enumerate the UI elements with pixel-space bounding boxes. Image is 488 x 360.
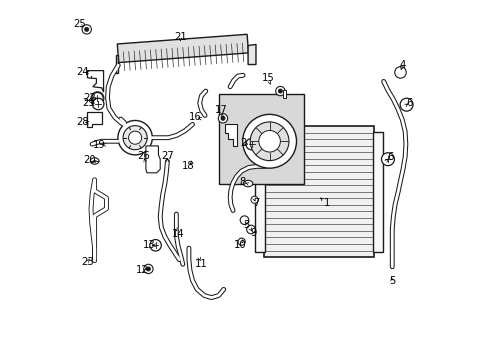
- Circle shape: [82, 25, 91, 34]
- Ellipse shape: [90, 158, 99, 164]
- Text: 17: 17: [215, 105, 227, 115]
- Bar: [219, 94, 303, 184]
- Circle shape: [92, 98, 104, 110]
- Polygon shape: [247, 44, 255, 64]
- Circle shape: [146, 267, 150, 271]
- Text: 4: 4: [398, 60, 405, 70]
- Circle shape: [128, 131, 142, 144]
- Text: 19: 19: [92, 140, 105, 150]
- Circle shape: [84, 27, 89, 31]
- Circle shape: [123, 126, 147, 150]
- Text: 7: 7: [252, 198, 259, 208]
- Circle shape: [218, 114, 227, 123]
- Text: 26: 26: [137, 150, 149, 161]
- Circle shape: [399, 98, 412, 111]
- Text: 6: 6: [386, 152, 392, 162]
- Text: 12: 12: [136, 265, 148, 275]
- Circle shape: [238, 238, 244, 245]
- Circle shape: [275, 86, 285, 96]
- Text: 2: 2: [240, 138, 246, 148]
- Text: 8: 8: [239, 177, 245, 187]
- Text: 29: 29: [82, 98, 95, 108]
- Circle shape: [258, 131, 280, 152]
- Circle shape: [381, 153, 394, 166]
- Text: 20: 20: [83, 155, 96, 165]
- Circle shape: [149, 239, 161, 251]
- Text: 25: 25: [73, 19, 86, 29]
- Text: 24: 24: [76, 67, 88, 77]
- Circle shape: [92, 93, 103, 104]
- Text: 1: 1: [323, 198, 329, 208]
- Text: 21: 21: [174, 32, 186, 41]
- Circle shape: [242, 114, 296, 168]
- Text: 3: 3: [243, 220, 249, 230]
- Text: 27: 27: [161, 150, 173, 161]
- Circle shape: [221, 116, 224, 120]
- Text: 6: 6: [406, 98, 412, 108]
- Polygon shape: [224, 125, 237, 146]
- Bar: [117, 34, 248, 63]
- Text: 28: 28: [76, 117, 88, 127]
- Circle shape: [245, 138, 257, 150]
- Text: 9: 9: [250, 228, 256, 238]
- Text: 13: 13: [142, 240, 155, 250]
- Bar: [255, 132, 265, 252]
- Text: 14: 14: [171, 229, 184, 239]
- Polygon shape: [145, 146, 160, 173]
- Circle shape: [118, 121, 152, 155]
- Text: 16: 16: [188, 112, 201, 122]
- Circle shape: [394, 67, 406, 78]
- Circle shape: [246, 225, 255, 234]
- Text: 11: 11: [195, 259, 207, 269]
- Polygon shape: [87, 112, 102, 127]
- Ellipse shape: [243, 180, 252, 187]
- Polygon shape: [87, 71, 103, 92]
- Text: 10: 10: [233, 240, 246, 250]
- Polygon shape: [116, 55, 118, 73]
- Text: 5: 5: [388, 276, 395, 286]
- Text: 23: 23: [81, 257, 94, 267]
- Text: 18: 18: [181, 161, 194, 171]
- Circle shape: [240, 216, 248, 225]
- Circle shape: [250, 122, 288, 161]
- Text: 15: 15: [261, 73, 274, 83]
- Bar: [283, 90, 285, 98]
- Circle shape: [278, 89, 282, 93]
- Bar: [264, 126, 373, 257]
- Bar: [372, 132, 382, 252]
- Circle shape: [143, 264, 153, 274]
- Circle shape: [250, 196, 258, 203]
- Text: 22: 22: [83, 93, 96, 103]
